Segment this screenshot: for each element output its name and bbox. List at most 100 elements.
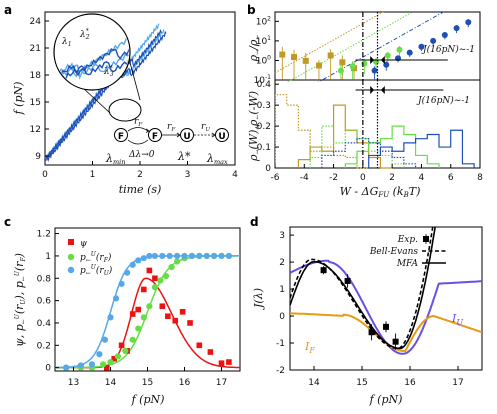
scheme-state-U1-label: U xyxy=(183,132,190,142)
b-top-arrowhead-right xyxy=(380,56,385,64)
panel-b: 10-1 100 101 102 -6 -4 -2 0 2 4 6 8 0 0.1 0.2 0.3 0.4 ρ→… xyxy=(247,11,484,199)
c-point-2 xyxy=(88,361,96,368)
d-exp-point xyxy=(344,277,351,284)
panel-a-xlabel: time (s) xyxy=(119,183,162,196)
panel-d: 14 15 16 17 -2 -1 0 1 2 3 J(λ) f (pN) Exp. Bell-E… xyxy=(252,226,483,406)
c-point-psi xyxy=(111,355,117,362)
c-point-1 xyxy=(107,358,114,366)
panel-label-b: b xyxy=(247,3,256,17)
c-point-2 xyxy=(151,252,158,260)
b-top-point xyxy=(337,67,344,74)
b-xtick-label: 0 xyxy=(360,173,366,183)
scheme-lambda-max: λmax xyxy=(206,152,228,166)
d-ytick-label: 1 xyxy=(279,285,285,295)
c-point-2 xyxy=(140,255,147,262)
c-point-2 xyxy=(218,252,225,260)
c-point-2 xyxy=(135,257,142,264)
b-top-point xyxy=(441,32,448,39)
b-top-point xyxy=(315,62,322,69)
a-ytick-label: 21 xyxy=(30,44,41,54)
inset-circle xyxy=(53,13,131,91)
c-point-2 xyxy=(211,252,218,260)
c-point-psi xyxy=(118,342,125,349)
inset-trace-3 xyxy=(55,44,129,83)
panel-a-traces xyxy=(45,23,167,162)
panel-c-ticks: 13 14 15 16 17 0 0.2 0.4 0.6 0.8 1 1.2 xyxy=(37,230,228,388)
c-xtick-label: 13 xyxy=(68,378,79,388)
force-trace-2 xyxy=(46,30,167,162)
c-point-1 xyxy=(140,314,147,321)
inset-lambda2: λ* 2 xyxy=(79,28,90,41)
d-xtick-label: 17 xyxy=(452,378,463,388)
panel-d-plot xyxy=(290,227,482,355)
inset-connector-right xyxy=(127,54,141,101)
a-xtick-label: 1 xyxy=(90,170,96,180)
legend-bell-evans-label: Bell-Evans xyxy=(369,247,419,257)
b-top-point xyxy=(327,52,334,59)
b-top-guide-2 xyxy=(317,12,445,82)
panel-b-bottom-annotation: J(16pN)~-1 xyxy=(416,95,470,106)
c-ytick-label: 0.8 xyxy=(37,274,52,284)
legend-psi-label: ψ xyxy=(80,239,88,249)
c-point-2 xyxy=(63,364,70,371)
b-xtick-label: 4 xyxy=(419,173,425,183)
b-top-point xyxy=(291,53,298,60)
b-top-point xyxy=(384,52,391,59)
b-top-point xyxy=(418,43,425,50)
d-ytick-label: -2 xyxy=(276,366,285,376)
a-ytick-label: 9 xyxy=(35,152,41,162)
c-point-psi xyxy=(104,364,110,371)
c-point-2 xyxy=(129,261,136,268)
b-top-ytick-label: 100 xyxy=(256,54,271,66)
a-ytick-label: 12 xyxy=(30,125,41,135)
panel-a-inset: λ1 λ* 2 λ* 3 xyxy=(53,13,142,122)
scheme-rF-label: rF xyxy=(134,117,142,128)
b-top-point xyxy=(453,25,460,32)
b-bottom-arrowhead-left xyxy=(370,86,375,94)
panel-d-legend: Exp. Bell-Evans MFA xyxy=(369,234,446,269)
b-xtick-label: -2 xyxy=(329,173,338,183)
curve-IU xyxy=(290,259,482,355)
d-xtick-label: 15 xyxy=(356,378,367,388)
b-bottom-ytick-label: 0.1 xyxy=(257,143,271,153)
b-top-point xyxy=(302,57,309,64)
scheme-state-F1 xyxy=(114,128,128,142)
b-top-ytick-label: 102 xyxy=(256,15,271,27)
b-hist-5 xyxy=(368,129,475,168)
a-ytick-label: 15 xyxy=(30,98,41,108)
c-point-psi xyxy=(129,311,136,317)
c-xtick-label: 16 xyxy=(179,378,191,388)
b-top-ytick-label: 10-1 xyxy=(254,74,272,86)
c-point-1 xyxy=(151,284,158,291)
b-top-point xyxy=(349,63,356,70)
c-point-2 xyxy=(146,252,153,260)
b-top-point xyxy=(406,49,413,56)
c-point-psi xyxy=(152,275,158,282)
panel-b-ticks: 10-1 100 101 102 -6 -4 -2 0 2 4 6 8 0 0.1 0.2 0.3 0.4 xyxy=(254,15,484,183)
b-xtick-label: -6 xyxy=(271,173,280,183)
scheme-state-F2 xyxy=(148,128,162,142)
c-point-1 xyxy=(129,336,136,343)
c-point-2 xyxy=(101,336,109,343)
d-ytick-label: 0 xyxy=(279,312,285,322)
scheme-arrow-back xyxy=(127,139,149,145)
b-bottom-ytick-label: 0 xyxy=(265,164,271,174)
d-exp-point xyxy=(368,329,375,336)
scheme-rF2-label: rF xyxy=(167,122,175,133)
scheme-state-F2-label: F xyxy=(152,132,158,142)
c-point-2 xyxy=(174,252,181,260)
b-xtick-label: 8 xyxy=(477,173,483,183)
c-point-2 xyxy=(96,351,103,358)
panel-c-ylabel: ψ, p←U(rU), p←U(rF) xyxy=(13,253,27,347)
c-point-2 xyxy=(77,362,84,369)
panel-c-legend: ψ p←U(rF) p←U(rU) xyxy=(67,239,113,277)
curve-IU-hidden xyxy=(290,262,482,316)
c-ytick-label: 1.2 xyxy=(37,230,51,240)
d-exp-point xyxy=(320,267,327,274)
scheme-lambda-star: λ* xyxy=(177,150,191,163)
scheme-state-F1-label: F xyxy=(118,132,124,142)
d-exp-point xyxy=(392,338,399,345)
panel-d-xlabel: f (pN) xyxy=(369,393,403,406)
